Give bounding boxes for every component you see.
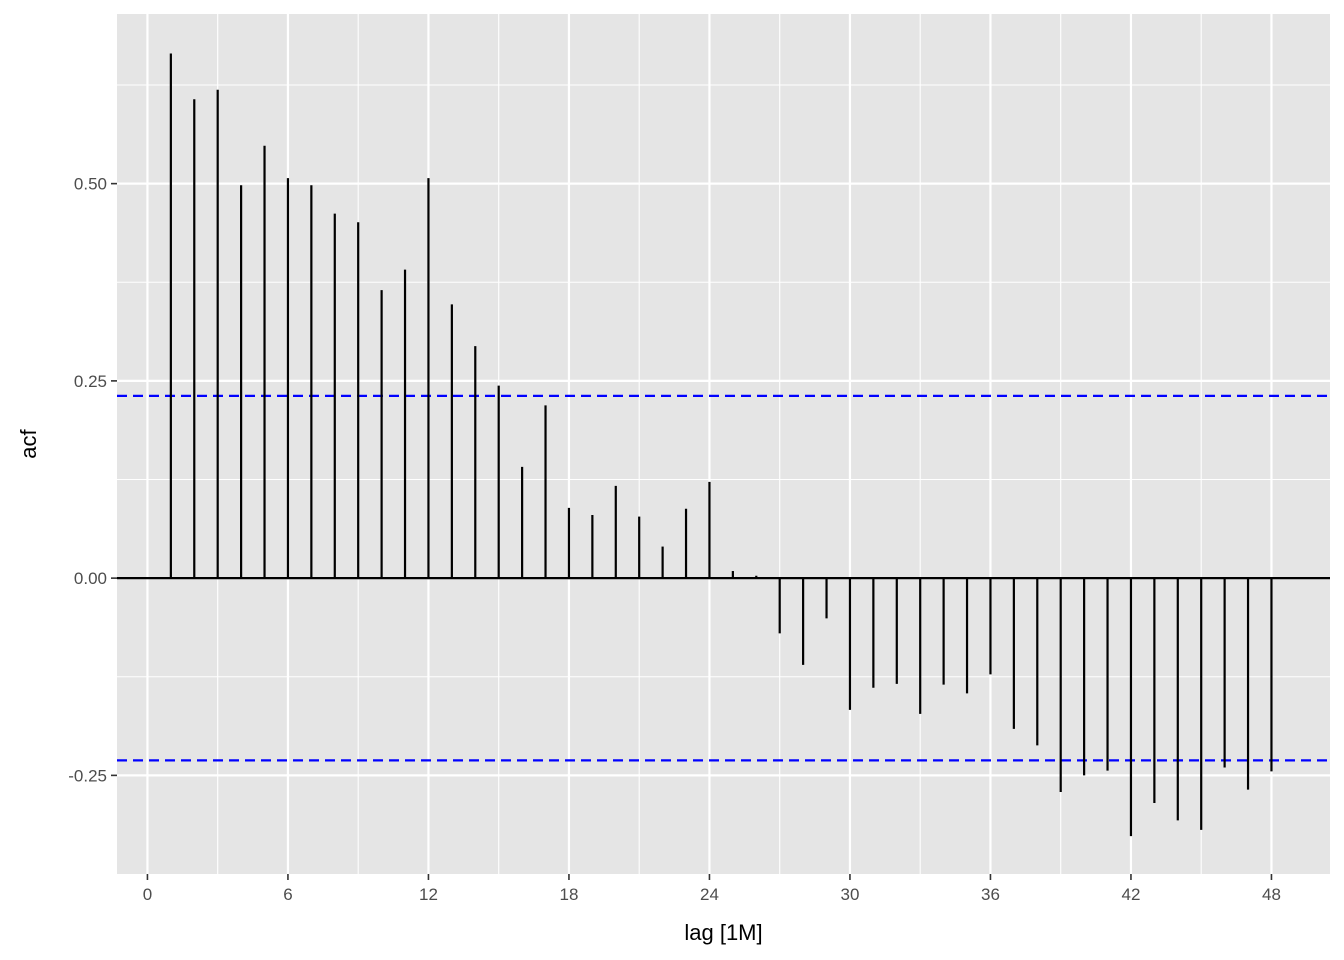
acf-bars: [169, 53, 1273, 837]
x-tick-label: 48: [1262, 885, 1281, 904]
x-tick-label: 18: [559, 885, 578, 904]
x-tick-label: 42: [1121, 885, 1140, 904]
x-tick-label: 0: [143, 885, 152, 904]
x-tick-label: 12: [419, 885, 438, 904]
y-tick-label: 0.00: [74, 569, 107, 588]
x-axis-title: lag [1M]: [684, 920, 762, 945]
x-tick-label: 36: [981, 885, 1000, 904]
plot-panel: [117, 14, 1330, 874]
x-tick-labels: 0 6 12 18 24 30 36 42 48: [143, 885, 1281, 904]
x-tick-label: 24: [700, 885, 719, 904]
y-tick-label: 0.50: [74, 175, 107, 194]
x-tick-label: 6: [283, 885, 292, 904]
confidence-bounds: [117, 394, 1330, 762]
y-tick-label: -0.25: [68, 766, 107, 785]
y-axis-title: acf: [16, 428, 41, 458]
x-tick-label: 30: [840, 885, 859, 904]
y-tick-labels: -0.25 0.00 0.25 0.50: [68, 175, 107, 786]
axis-ticks: [111, 182, 1273, 880]
minor-gridlines: [117, 14, 1330, 874]
y-tick-label: 0.25: [74, 372, 107, 391]
